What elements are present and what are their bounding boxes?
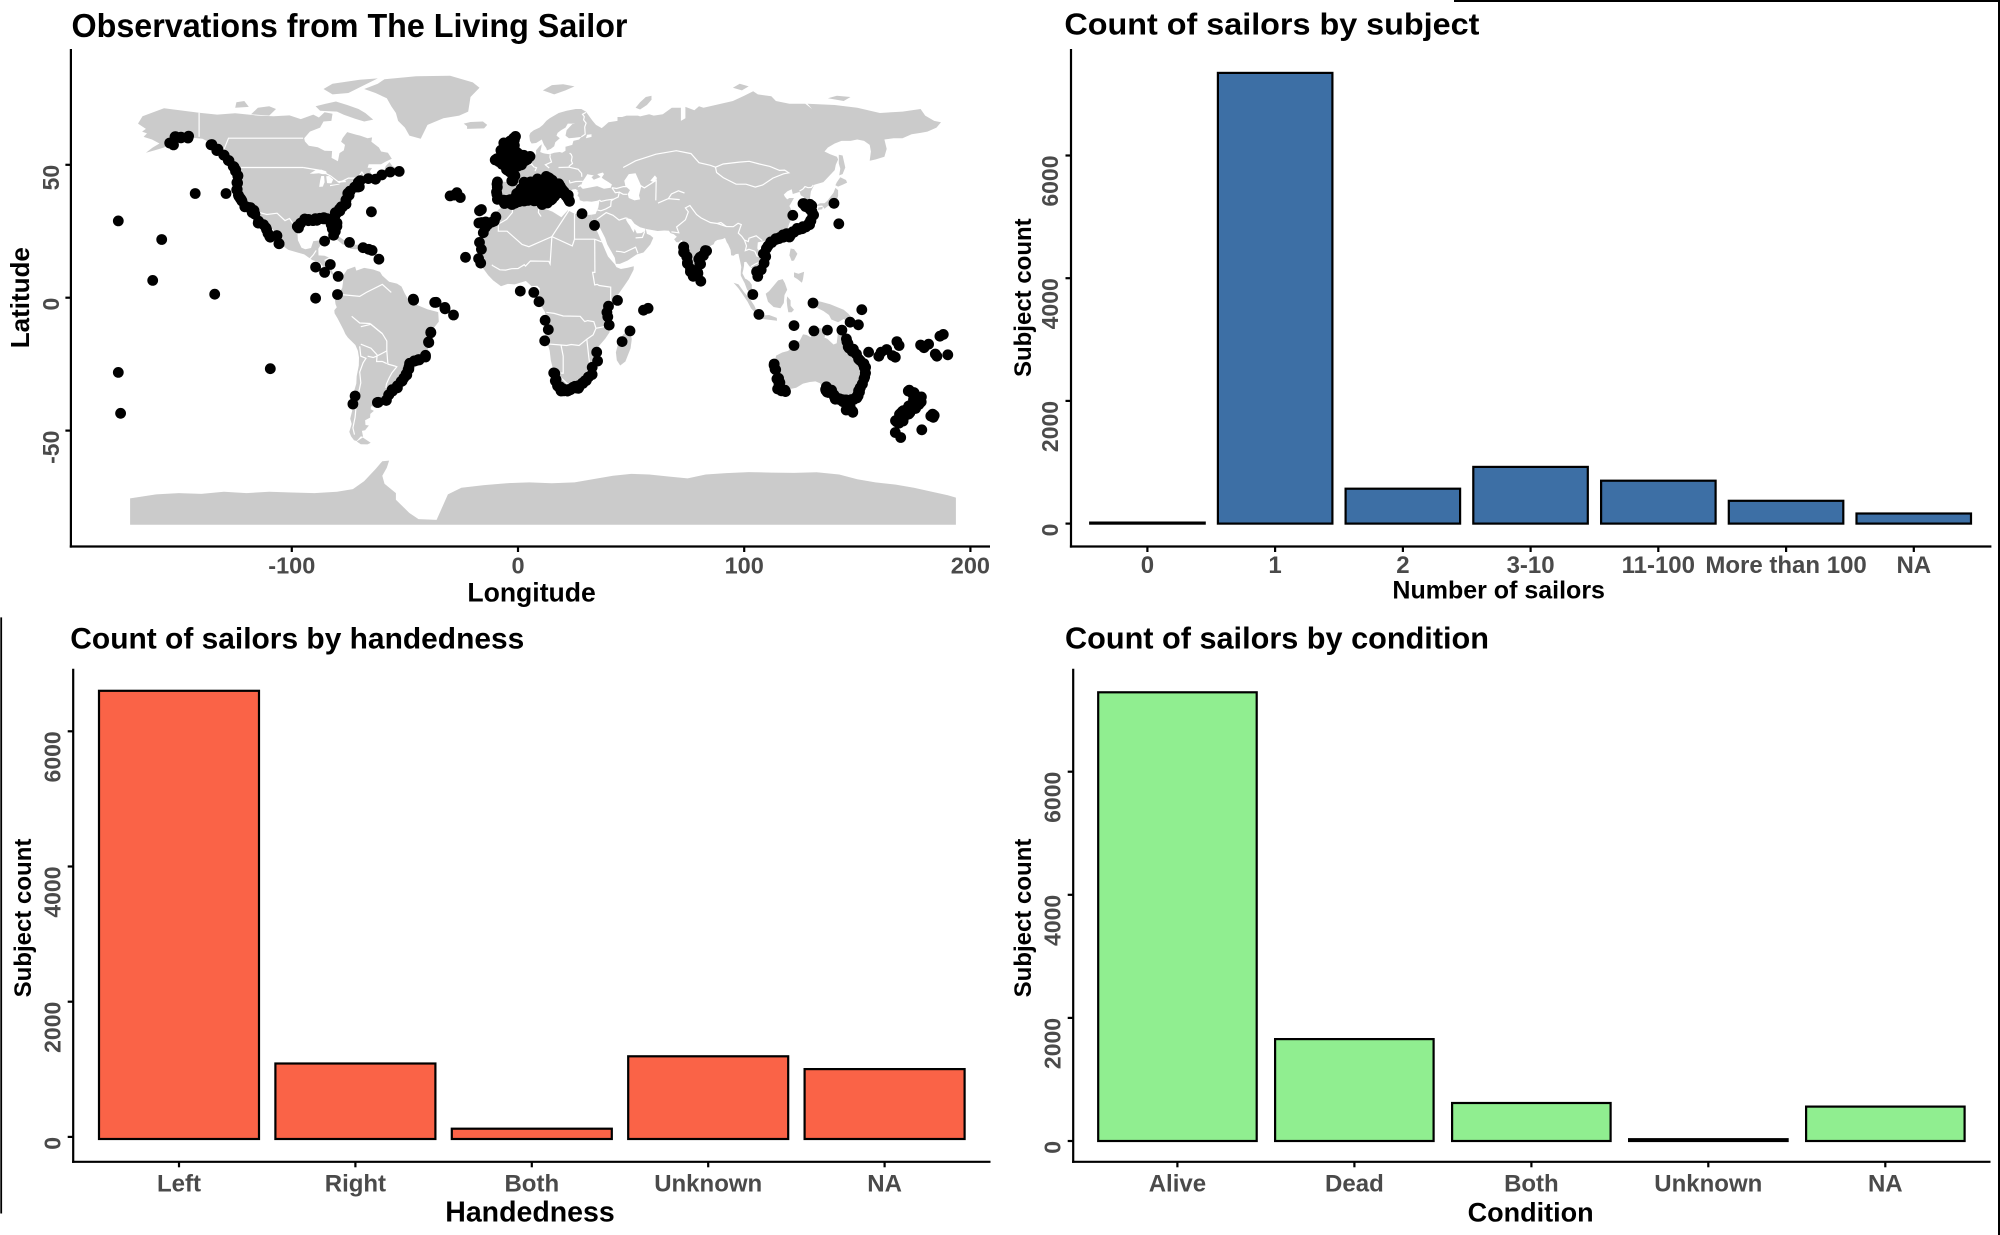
svg-text:0: 0: [1141, 552, 1154, 579]
svg-text:100: 100: [725, 552, 764, 578]
svg-text:1: 1: [1268, 552, 1281, 579]
svg-text:Unknown: Unknown: [654, 1170, 762, 1197]
svg-text:Subject count: Subject count: [1010, 839, 1037, 998]
svg-text:11-100: 11-100: [1622, 552, 1695, 579]
svg-text:0: 0: [511, 552, 524, 578]
svg-text:Left: Left: [157, 1170, 201, 1197]
svg-text:More than 100: More than 100: [1705, 552, 1866, 579]
svg-text:Dead: Dead: [1325, 1170, 1384, 1197]
svg-text:Both: Both: [504, 1170, 559, 1197]
svg-text:Alive: Alive: [1149, 1170, 1206, 1197]
svg-text:Longitude: Longitude: [467, 578, 596, 608]
svg-text:50: 50: [38, 165, 64, 191]
svg-text:Count of sailors by handedness: Count of sailors by handedness: [70, 623, 524, 656]
svg-text:2: 2: [1396, 552, 1409, 579]
svg-text:Subject count: Subject count: [10, 839, 37, 998]
svg-text:6000: 6000: [1037, 156, 1063, 207]
svg-text:Handedness: Handedness: [445, 1197, 614, 1229]
svg-text:4000: 4000: [1039, 895, 1065, 946]
svg-text:0: 0: [38, 298, 64, 311]
svg-text:0: 0: [39, 1137, 65, 1150]
svg-text:NA: NA: [1868, 1170, 1903, 1197]
svg-text:Unknown: Unknown: [1654, 1170, 1762, 1197]
svg-text:4000: 4000: [1037, 278, 1063, 329]
svg-text:-50: -50: [38, 431, 64, 464]
svg-text:6000: 6000: [39, 731, 65, 782]
svg-text:Count of sailors by subject: Count of sailors by subject: [1064, 7, 1479, 42]
svg-text:0: 0: [1037, 524, 1063, 537]
svg-text:NA: NA: [1896, 552, 1931, 579]
svg-text:NA: NA: [867, 1170, 902, 1197]
svg-text:6000: 6000: [1039, 772, 1065, 823]
svg-text:Latitude: Latitude: [5, 247, 35, 348]
svg-text:4000: 4000: [39, 867, 65, 918]
svg-text:3-10: 3-10: [1507, 552, 1555, 579]
svg-text:Right: Right: [325, 1170, 386, 1197]
svg-text:Count of sailors by condition: Count of sailors by condition: [1065, 622, 1489, 656]
svg-text:Both: Both: [1504, 1170, 1559, 1197]
svg-text:0: 0: [1039, 1141, 1065, 1154]
svg-text:Observations from The Living S: Observations from The Living Sailor: [72, 7, 628, 44]
svg-text:2000: 2000: [1037, 401, 1063, 452]
svg-text:Subject count: Subject count: [1010, 218, 1037, 377]
svg-text:2000: 2000: [39, 1002, 65, 1053]
svg-text:-100: -100: [268, 552, 315, 578]
svg-text:2000: 2000: [1039, 1018, 1065, 1069]
svg-text:Number of sailors: Number of sailors: [1392, 577, 1605, 605]
svg-text:Condition: Condition: [1468, 1198, 1594, 1228]
svg-text:200: 200: [951, 552, 990, 578]
